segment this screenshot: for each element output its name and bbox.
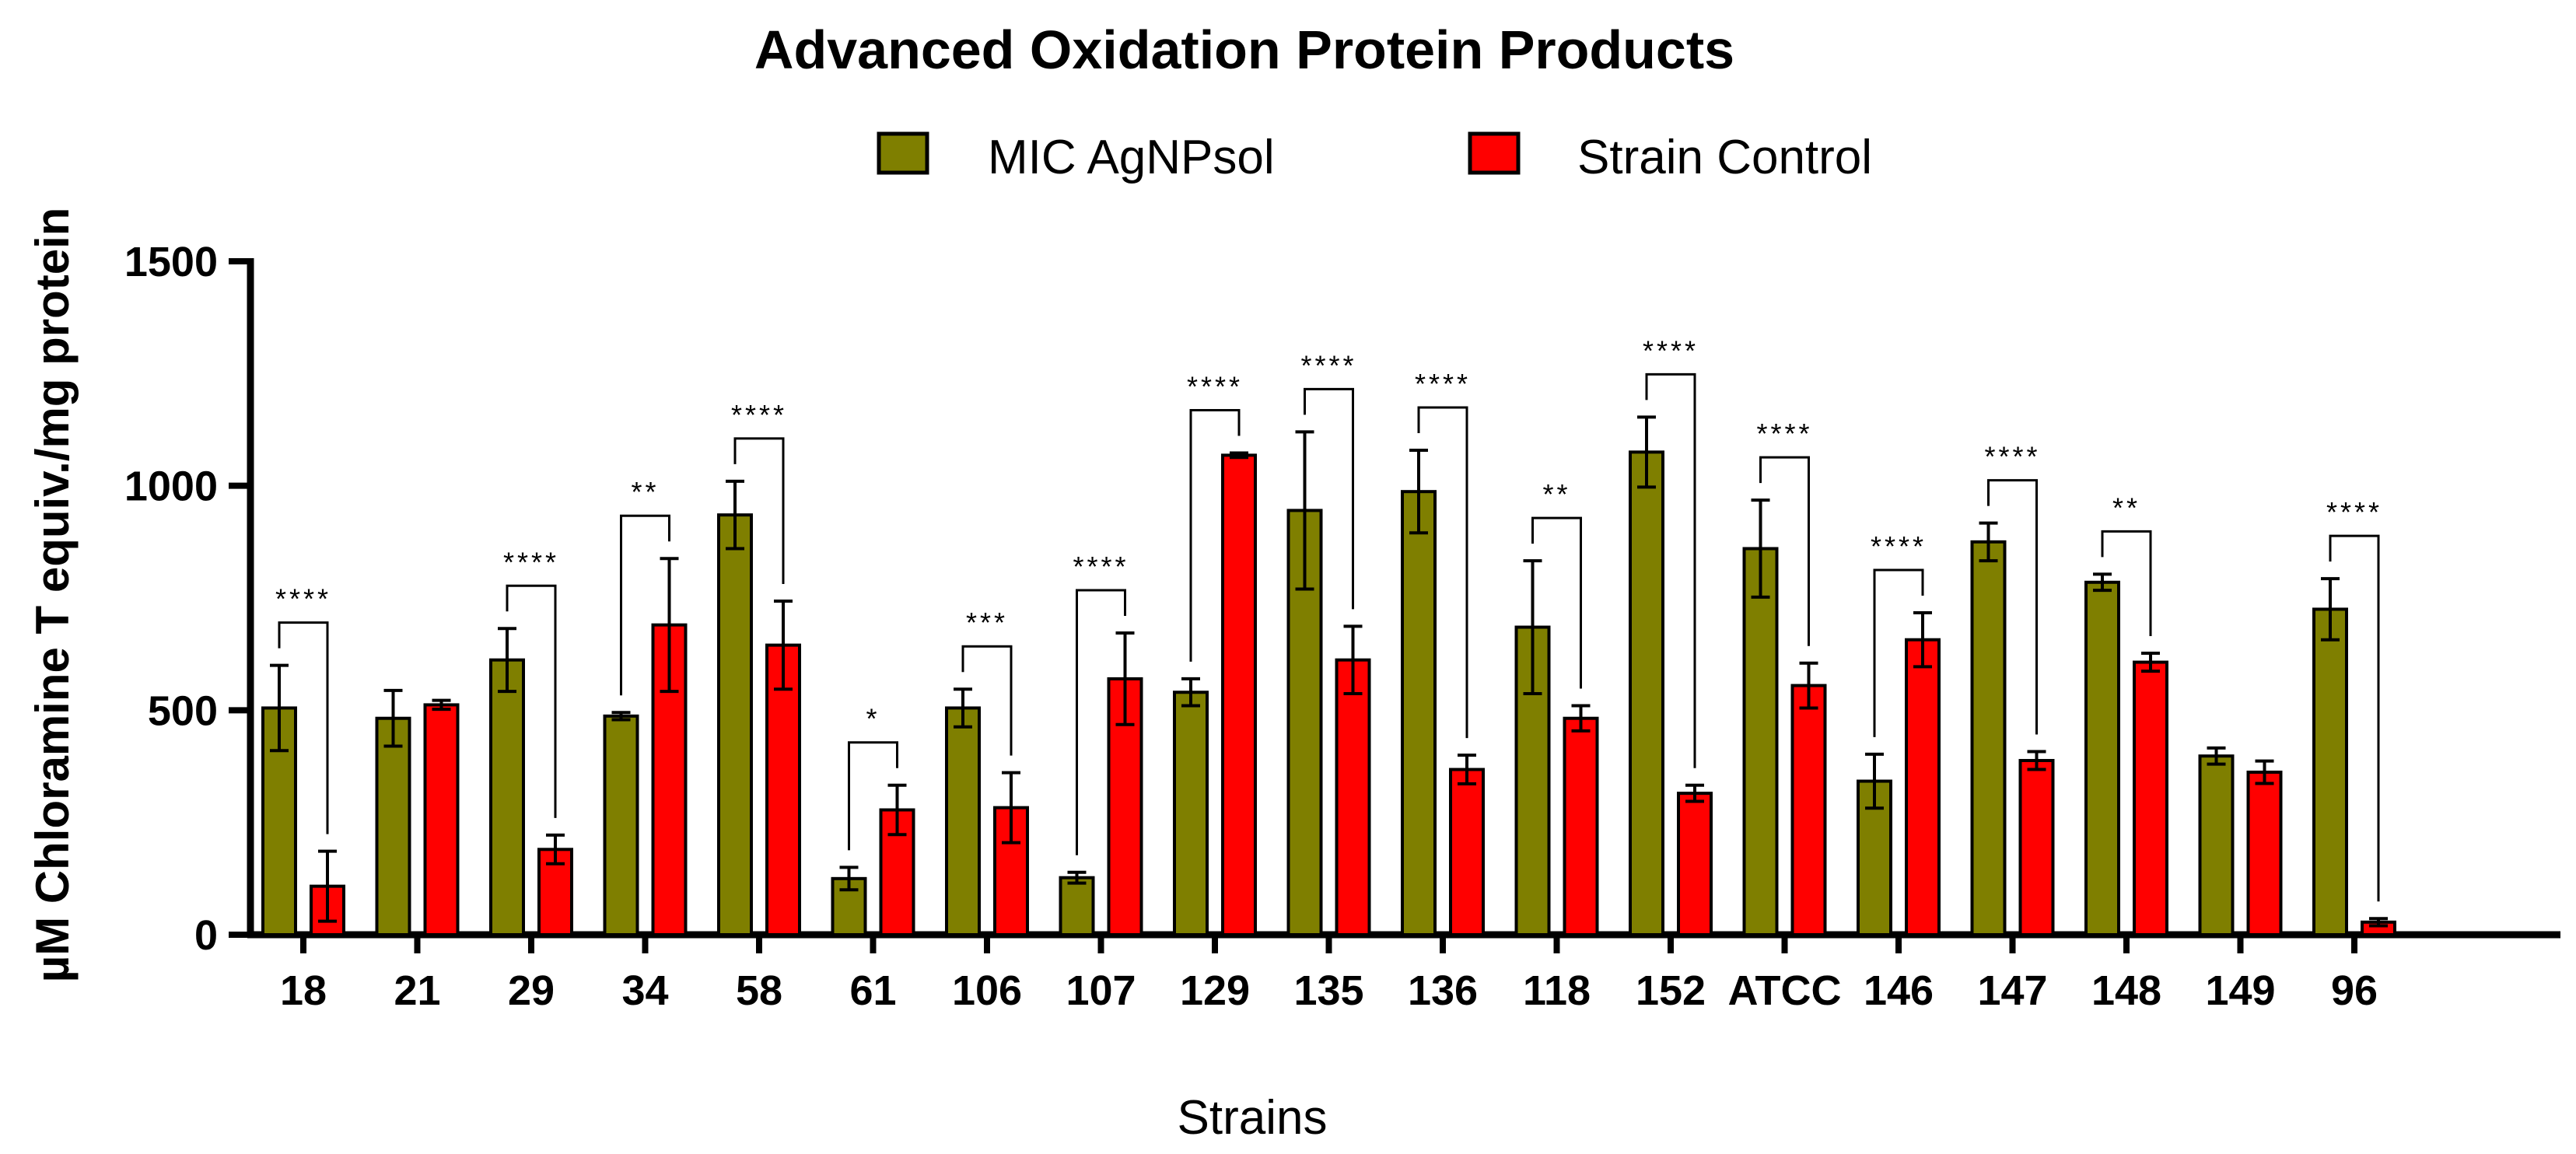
bar-mic-agnpsol: [603, 714, 639, 937]
significance-bracket: [1873, 568, 1924, 737]
x-tick-label: 146: [1864, 967, 1934, 1014]
x-tick-label: 107: [1066, 967, 1136, 1014]
significance-bracket: [1304, 387, 1354, 610]
bar-mic-agnpsol: [375, 716, 411, 936]
bar-strain-control: [1335, 658, 1371, 936]
significance-label: ****: [1415, 368, 1471, 400]
significance-bracket: [961, 645, 1013, 756]
significance-bracket: [1987, 479, 2038, 735]
bar-mic-agnpsol: [1629, 450, 1664, 936]
significance-label: ****: [1643, 334, 1699, 366]
bar-strain-control: [765, 643, 801, 936]
significance-bracket: [733, 437, 785, 585]
significance-bracket: [1531, 516, 1582, 689]
x-tick-label: 148: [2091, 967, 2161, 1014]
bar-strain-control: [423, 703, 460, 936]
significance-bracket: [620, 514, 670, 696]
bar-strain-control: [1563, 716, 1599, 936]
legend-swatch-control: [1468, 131, 1521, 175]
significance-bracket: [1189, 409, 1241, 662]
x-tick-label: 135: [1293, 967, 1363, 1014]
y-tick-label: 0: [194, 912, 218, 959]
significance-bracket: [2101, 530, 2152, 637]
bar-mic-agnpsol: [1173, 691, 1209, 936]
bar-strain-control: [1449, 768, 1485, 936]
x-tick-label: 29: [508, 967, 555, 1014]
x-tick-label: ATCC: [1728, 967, 1842, 1014]
significance-label: *: [866, 703, 880, 735]
x-tick-label: 34: [621, 967, 668, 1014]
x-tick-label: 18: [280, 967, 327, 1014]
significance-bracket: [2329, 534, 2380, 902]
y-tick-label: 1500: [124, 239, 218, 285]
bar-mic-agnpsol: [2198, 754, 2235, 936]
significance-label: ****: [1871, 530, 1927, 562]
y-tick-label: 500: [148, 687, 218, 734]
bar-mic-agnpsol: [1742, 547, 1779, 936]
significance-label: **: [1542, 478, 1570, 510]
x-axis-label: Strains: [1178, 1091, 1328, 1145]
x-tick-label: 152: [1636, 967, 1706, 1014]
significance-label: ****: [1187, 371, 1243, 403]
chart-title: Advanced Oxidation Protein Products: [754, 19, 1734, 80]
x-tick-label: 106: [952, 967, 1022, 1014]
bar-mic-agnpsol: [489, 658, 525, 936]
significance-label: ****: [1300, 349, 1356, 381]
legend-swatch-mic: [877, 131, 929, 175]
bar-strain-control: [993, 806, 1029, 936]
x-tick-label: 147: [1977, 967, 2047, 1014]
significance-label: ****: [503, 546, 559, 578]
significance-label: ****: [1756, 418, 1812, 449]
bar-strain-control: [2246, 771, 2283, 936]
bar-mic-agnpsol: [1970, 540, 2007, 936]
significance-bracket: [1759, 456, 1810, 646]
bar-mic-agnpsol: [1401, 490, 1437, 936]
significance-bracket: [848, 741, 898, 851]
x-tick-label: 96: [2331, 967, 2378, 1014]
bar-mic-agnpsol: [2084, 580, 2120, 936]
bar-strain-control: [1790, 684, 1827, 937]
significance-label: ****: [1073, 551, 1129, 582]
bar-mic-agnpsol: [717, 513, 753, 936]
significance-label: **: [631, 476, 659, 508]
bar-strain-control: [1221, 453, 1257, 936]
x-tick-label: 58: [736, 967, 782, 1014]
bar-mic-agnpsol: [2312, 607, 2348, 937]
x-tick-label: 149: [2205, 967, 2275, 1014]
legend-label-control: Strain Control: [1577, 131, 1872, 184]
x-tick-label: 21: [394, 967, 440, 1014]
significance-label: **: [2112, 491, 2140, 523]
significance-label: ****: [1984, 441, 2040, 473]
legend-label-mic: MIC AgNPsol: [988, 131, 1275, 184]
bar-mic-agnpsol: [945, 706, 981, 936]
significance-bracket: [1645, 372, 1696, 768]
significance-label: ***: [966, 607, 1008, 638]
significance-bracket: [506, 584, 557, 818]
bar-strain-control: [1905, 638, 1941, 937]
bar-strain-control: [1677, 792, 1713, 937]
bar-mic-agnpsol: [1059, 876, 1095, 937]
significance-label: ****: [275, 583, 331, 615]
y-axis-label: µM Chloramine T equiv./mg protein: [26, 208, 79, 983]
significance-label: ****: [2326, 496, 2382, 528]
bar-strain-control: [2018, 758, 2055, 937]
significance-bracket: [1076, 589, 1126, 855]
legend: MIC AgNPsol Strain Control: [877, 131, 1872, 184]
x-tick-label: 136: [1408, 967, 1478, 1014]
significance-label: ****: [731, 399, 787, 431]
bar-strain-control: [2133, 660, 2168, 936]
x-tick-label: 61: [849, 967, 896, 1014]
y-tick-label: 1000: [124, 463, 218, 510]
significance-bracket: [1417, 406, 1468, 739]
x-tick-label: 118: [1523, 967, 1591, 1014]
x-tick-label: 129: [1180, 967, 1250, 1014]
significance-bracket: [278, 621, 329, 834]
